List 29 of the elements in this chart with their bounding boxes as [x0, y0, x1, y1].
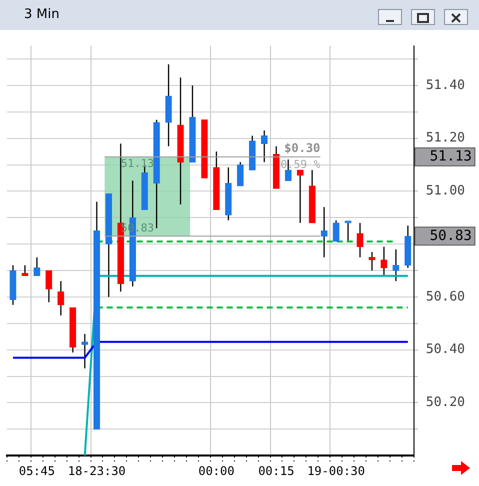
x-tick-label: 00:15	[258, 464, 294, 478]
text: 51.13	[430, 148, 472, 164]
y-tick-label: 50.20	[426, 395, 466, 410]
candlestick	[58, 280, 64, 316]
ref-line-label: 51.13	[120, 157, 154, 170]
candlestick	[368, 251, 376, 272]
candlestick	[81, 333, 88, 369]
candlestick	[296, 169, 304, 224]
text: 50.83	[430, 228, 472, 244]
x-tick-label: 18-23:30	[68, 464, 126, 478]
candlestick	[237, 162, 244, 187]
x-tick-label: 19-00:30	[307, 464, 365, 478]
candlestick	[380, 246, 388, 276]
candlestick	[260, 130, 268, 163]
candlestick	[332, 220, 340, 242]
candlestick	[392, 248, 400, 282]
chart-title: 3 Min	[24, 7, 60, 22]
candlestick	[46, 270, 52, 303]
y-tick-label: 51.00	[426, 184, 466, 199]
y-tick-label: 51.40	[426, 78, 466, 93]
x-tick-label: 05:45	[18, 464, 55, 478]
candlestick	[356, 222, 364, 258]
candlestick	[34, 256, 40, 276]
y-tick-label: 51.20	[426, 130, 466, 146]
annotation: $0.30	[284, 140, 320, 155]
candlestick	[320, 206, 328, 258]
x-tick-label: 00:00	[198, 464, 234, 478]
y-tick-label: 50.40	[426, 342, 466, 358]
y-tick-label: 50.60	[426, 289, 466, 304]
